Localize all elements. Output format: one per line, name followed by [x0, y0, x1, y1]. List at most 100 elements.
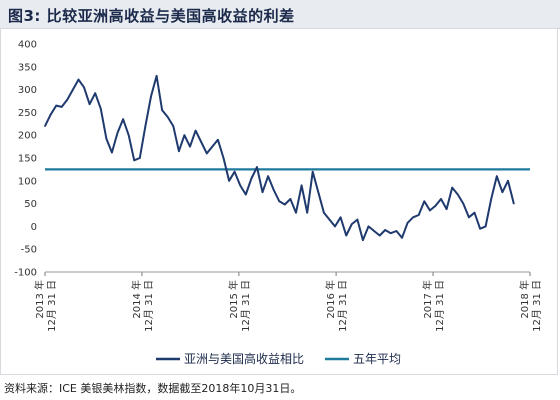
spread-point — [239, 184, 242, 187]
spread-point — [362, 239, 364, 241]
spread-point — [317, 191, 320, 193]
spread-point — [44, 125, 46, 127]
x-tick-year: 2014 年 — [130, 280, 143, 319]
legend-label-spread: 亚洲与美国高收益相比 — [184, 351, 304, 366]
x-tick-date: 12月 31 日 — [46, 280, 58, 332]
x-axis-ticks: 2013 年 12月 31 日 2014 年 12月 31 日 2015 年 12月 31… — [33, 272, 543, 332]
x-tick-date: 12月 31 日 — [531, 280, 543, 332]
legend-label-average: 五年平均 — [353, 352, 401, 366]
y-tick-label: 200 — [18, 131, 37, 142]
y-tick-label: 150 — [18, 154, 37, 165]
spread-point — [144, 125, 147, 127]
spread-point — [390, 232, 392, 235]
spread-point — [178, 150, 180, 152]
spread-point — [88, 103, 91, 105]
spread-point — [155, 75, 158, 77]
spread-point — [250, 177, 253, 180]
spread-point — [417, 214, 420, 216]
spread-point — [267, 175, 269, 178]
spread-point — [200, 141, 202, 143]
spread-point — [122, 118, 124, 121]
spread-point — [233, 170, 236, 173]
y-tick-label: -100 — [14, 268, 37, 279]
spread-point — [228, 180, 230, 182]
spread-point — [94, 92, 96, 95]
spread-point — [490, 198, 493, 200]
y-tick-label: 300 — [18, 85, 37, 96]
y-tick-label: 400 — [18, 40, 37, 51]
spread-point — [462, 202, 465, 205]
spread-points — [44, 75, 515, 241]
spread-point — [49, 113, 52, 116]
spread-point — [205, 152, 208, 155]
spread-point — [356, 218, 359, 221]
spread-point — [105, 138, 108, 140]
x-tick-date: 12月 31 日 — [434, 280, 446, 332]
spread-point — [111, 151, 113, 154]
spread-point — [384, 229, 387, 231]
spread-point — [83, 86, 85, 89]
spread-point — [222, 157, 225, 159]
spread-point — [77, 78, 80, 81]
legend: 亚洲与美国高收益相比 五年平均 — [156, 351, 401, 366]
spread-point — [412, 216, 414, 219]
x-tick-year: 2016 年 — [324, 280, 337, 319]
spread-point — [334, 225, 336, 228]
chart-title: 图3: 比较亚洲高收益与美国高收益的利差 — [8, 7, 295, 25]
spread-point — [300, 184, 303, 187]
spread-point — [423, 200, 426, 203]
spread-point — [256, 166, 258, 168]
spread-point — [272, 189, 275, 191]
y-tick-label: 250 — [18, 108, 37, 119]
spread-point — [311, 170, 314, 173]
spread-point — [501, 191, 504, 193]
y-tick-label: 350 — [18, 62, 37, 73]
spread-point — [244, 193, 247, 196]
x-tick-year: 2017 年 — [421, 280, 434, 319]
spread-point — [161, 109, 163, 111]
y-tick-label: 0 — [31, 222, 37, 233]
spread-point — [373, 230, 375, 232]
spread-point — [183, 134, 186, 136]
spread-point — [406, 221, 409, 224]
spread-point — [66, 98, 69, 101]
spread-point — [350, 223, 353, 225]
spread-point — [211, 145, 214, 148]
y-axis-ticks: -100 -50 0 50 100 150 200 250 300 350 400 — [14, 40, 37, 279]
x-tick-date: 12月 31 日 — [337, 280, 349, 332]
spread-point — [434, 205, 437, 207]
spread-point — [456, 193, 459, 196]
x-tick-label: 2014 年 12月 31 日 — [130, 280, 155, 332]
spread-point — [484, 225, 487, 228]
spread-point — [127, 134, 130, 136]
spread-point — [479, 227, 481, 230]
spread-point — [139, 157, 141, 159]
spread-point — [328, 218, 331, 221]
y-tick-label: 100 — [18, 176, 37, 187]
x-tick-year: 2013 年 — [33, 280, 46, 319]
spread-point — [445, 208, 448, 210]
spread-point — [512, 202, 515, 205]
spread-point — [60, 106, 63, 108]
source-note: 资料来源：ICE 美银美林指数，数据截至2018年10月31日。 — [4, 382, 302, 395]
x-tick-label: 2013 年 12月 31 日 — [33, 280, 58, 332]
spread-point — [133, 159, 136, 162]
x-tick-label: 2017 年 12月 31 日 — [421, 280, 446, 332]
spread-point — [507, 180, 509, 182]
spread-point — [395, 230, 398, 232]
x-tick-year: 2018 年 — [518, 280, 531, 319]
spread-point — [451, 186, 453, 189]
spread-point — [72, 88, 74, 91]
spread-point — [473, 211, 476, 214]
spread-point — [401, 237, 403, 239]
spread-point — [345, 234, 347, 237]
spread-point — [284, 203, 286, 206]
spread-point — [194, 129, 197, 132]
y-tick-label: 50 — [24, 199, 37, 210]
spread-point — [468, 216, 470, 219]
spread-point — [55, 104, 57, 107]
spread-point — [495, 175, 498, 178]
y-tick-label: -50 — [21, 245, 37, 256]
title-bar: 图3: 比较亚洲高收益与美国高收益的利差 — [0, 0, 560, 29]
